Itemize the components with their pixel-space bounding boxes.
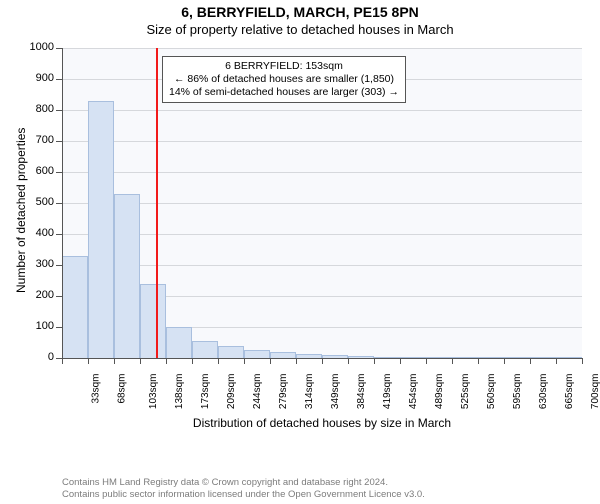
xtick-mark — [62, 358, 63, 364]
gridline — [62, 172, 582, 173]
ytick-label: 0 — [14, 351, 54, 363]
xtick-mark — [426, 358, 427, 364]
xtick-mark — [270, 358, 271, 364]
xtick-mark — [478, 358, 479, 364]
ytick-label: 600 — [14, 165, 54, 177]
xtick-label: 68sqm — [117, 374, 128, 404]
xtick-mark — [556, 358, 557, 364]
ytick-label: 400 — [14, 227, 54, 239]
ytick-label: 100 — [14, 320, 54, 332]
xtick-label: 384sqm — [356, 374, 367, 410]
chart-title-sub: Size of property relative to detached ho… — [0, 22, 600, 37]
xtick-mark — [114, 358, 115, 364]
histogram-bar — [62, 256, 88, 358]
ytick-label: 1000 — [14, 41, 54, 53]
ytick-label: 200 — [14, 289, 54, 301]
annotation-line: 6 BERRYFIELD: 153sqm — [169, 60, 399, 73]
xtick-mark — [296, 358, 297, 364]
xtick-label: 489sqm — [434, 374, 445, 410]
ytick-label: 700 — [14, 134, 54, 146]
xtick-mark — [452, 358, 453, 364]
chart-container: 6 BERRYFIELD: 153sqm← 86% of detached ho… — [0, 42, 600, 462]
xtick-mark — [192, 358, 193, 364]
xtick-mark — [348, 358, 349, 364]
xtick-label: 244sqm — [252, 374, 263, 410]
xtick-mark — [582, 358, 583, 364]
footer-line-2: Contains public sector information licen… — [62, 489, 425, 500]
footer-line-1: Contains HM Land Registry data © Crown c… — [62, 477, 425, 488]
gridline — [62, 234, 582, 235]
xtick-mark — [322, 358, 323, 364]
xtick-label: 314sqm — [304, 374, 315, 410]
xtick-label: 349sqm — [330, 374, 341, 410]
xtick-mark — [374, 358, 375, 364]
chart-title-main: 6, BERRYFIELD, MARCH, PE15 8PN — [0, 4, 600, 20]
ytick-label: 800 — [14, 103, 54, 115]
gridline — [62, 110, 582, 111]
histogram-bar — [166, 327, 192, 358]
xtick-label: 209sqm — [226, 374, 237, 410]
histogram-bar — [88, 101, 114, 358]
y-axis-line — [62, 48, 63, 358]
histogram-bar — [140, 284, 166, 358]
xtick-label: 419sqm — [382, 374, 393, 410]
xtick-label: 700sqm — [590, 374, 600, 410]
histogram-bar — [218, 346, 244, 358]
xtick-label: 595sqm — [512, 374, 523, 410]
plot-area: 6 BERRYFIELD: 153sqm← 86% of detached ho… — [62, 48, 582, 358]
gridline — [62, 265, 582, 266]
ytick-label: 900 — [14, 72, 54, 84]
ytick-label: 300 — [14, 258, 54, 270]
xtick-label: 630sqm — [538, 374, 549, 410]
gridline — [62, 48, 582, 49]
xtick-mark — [218, 358, 219, 364]
xtick-mark — [530, 358, 531, 364]
xtick-label: 33sqm — [91, 374, 102, 404]
footer-attribution: Contains HM Land Registry data © Crown c… — [62, 477, 425, 500]
xtick-mark — [400, 358, 401, 364]
gridline — [62, 141, 582, 142]
ytick-label: 500 — [14, 196, 54, 208]
reference-line — [156, 48, 158, 358]
xtick-mark — [166, 358, 167, 364]
xtick-mark — [88, 358, 89, 364]
x-axis-label: Distribution of detached houses by size … — [62, 416, 582, 430]
xtick-label: 560sqm — [486, 374, 497, 410]
annotation-line: ← 86% of detached houses are smaller (1,… — [169, 73, 399, 86]
annotation-line: 14% of semi-detached houses are larger (… — [169, 86, 399, 99]
histogram-bar — [192, 341, 218, 358]
xtick-label: 665sqm — [564, 374, 575, 410]
xtick-mark — [244, 358, 245, 364]
xtick-mark — [140, 358, 141, 364]
xtick-label: 525sqm — [460, 374, 471, 410]
histogram-bar — [244, 350, 270, 358]
xtick-label: 138sqm — [174, 374, 185, 410]
xtick-label: 279sqm — [278, 374, 289, 410]
xtick-label: 103sqm — [148, 374, 159, 410]
histogram-bar — [114, 194, 140, 358]
gridline — [62, 203, 582, 204]
xtick-label: 454sqm — [408, 374, 419, 410]
annotation-box: 6 BERRYFIELD: 153sqm← 86% of detached ho… — [162, 56, 406, 103]
xtick-mark — [504, 358, 505, 364]
xtick-label: 173sqm — [200, 374, 211, 410]
